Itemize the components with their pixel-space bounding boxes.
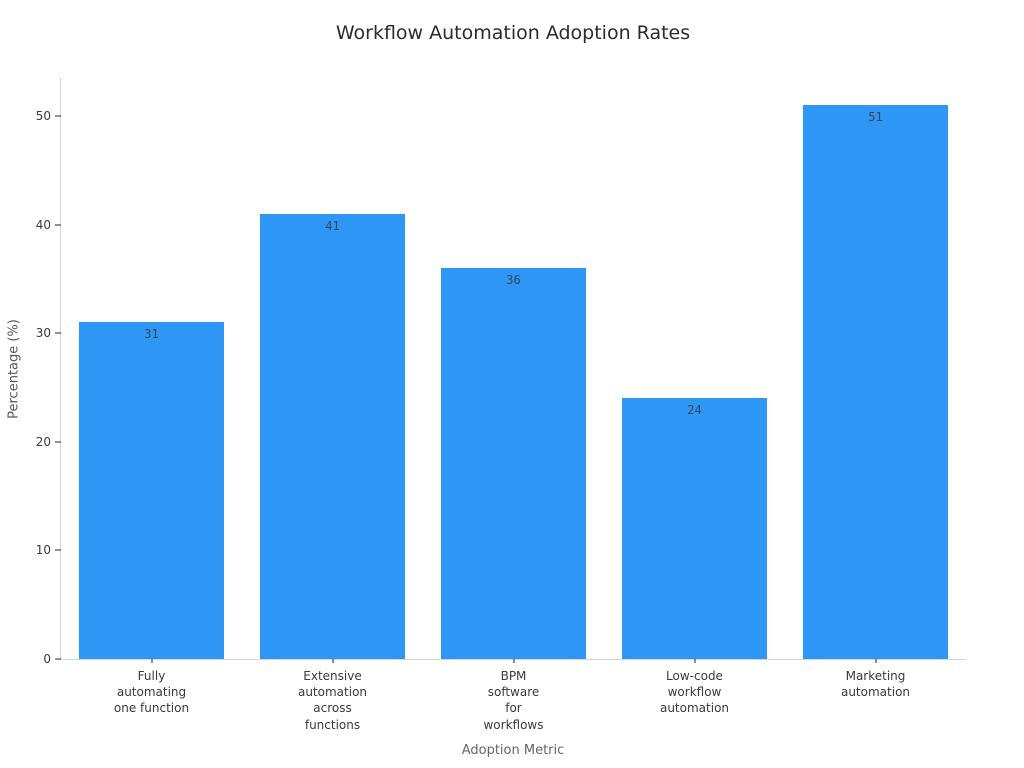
x-axis-tick-mark: [694, 659, 695, 663]
x-axis-title: Adoption Metric: [461, 743, 565, 758]
bar: 51: [803, 105, 948, 659]
x-axis-tick-mark: [875, 659, 876, 663]
bar-value-label: 41: [325, 218, 340, 233]
y-axis-tick-label: 50: [35, 109, 51, 124]
bar-value-label: 31: [144, 327, 159, 342]
bar: 41: [260, 213, 405, 659]
y-axis-tick-label: 40: [35, 217, 51, 232]
bar: 31: [79, 322, 224, 659]
y-axis-tick-mark: [55, 224, 61, 226]
bar: 36: [441, 268, 586, 659]
x-axis-tick-label: Fully automating one function: [113, 669, 190, 716]
y-axis-tick-mark: [55, 441, 61, 443]
x-axis-tick-mark: [332, 659, 333, 663]
x-axis-tick-label: Marketing automation: [840, 669, 911, 700]
x-axis-tick-mark: [151, 659, 152, 663]
bar-value-label: 36: [506, 273, 521, 288]
y-axis-tick-label: 10: [35, 543, 51, 558]
y-axis-tick-mark: [55, 658, 61, 660]
x-axis-tick-label: Extensive automation across functions: [297, 669, 368, 732]
bar-value-label: 51: [868, 110, 883, 125]
chart-title: Workflow Automation Adoption Rates: [335, 22, 691, 44]
y-axis-tick-mark: [55, 115, 61, 117]
plot-area: 0 10 20 30 40 50 31 Fully automating one functi…: [36, 78, 966, 732]
bar-value-label: 24: [687, 403, 702, 418]
y-axis-tick-label: 0: [43, 652, 51, 666]
bar: 24: [622, 398, 767, 659]
y-axis-tick-mark: [55, 332, 61, 334]
y-axis-tick-mark: [55, 549, 61, 551]
x-axis-tick-label: BPM software for workflows: [483, 669, 544, 732]
y-axis-tick-label: 30: [35, 326, 51, 341]
x-axis-tick-label: Low-code workflow automation: [659, 669, 730, 716]
y-axis-tick-label: 20: [35, 434, 51, 449]
y-axis-title: Percentage (%): [6, 319, 22, 419]
x-axis-tick-mark: [513, 659, 514, 663]
